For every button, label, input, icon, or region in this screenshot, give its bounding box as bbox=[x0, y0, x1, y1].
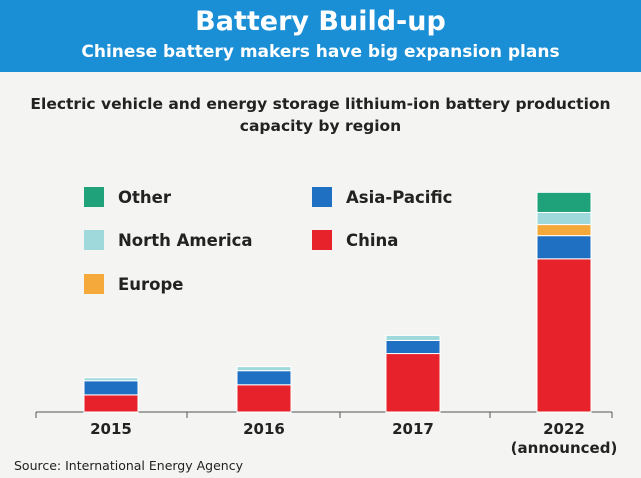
bar-2015-north-america bbox=[83, 377, 139, 382]
x-tick-label: 2022 bbox=[543, 420, 585, 438]
bar-2016-asia-pacific bbox=[236, 370, 292, 386]
chart-title-line-2: capacity by region bbox=[239, 117, 402, 135]
bar-2015-asia-pacific bbox=[83, 380, 139, 396]
chart-subtitle: Chinese battery makers have big expansio… bbox=[81, 42, 560, 62]
chart-title: Electric vehicle and energy storage lith… bbox=[20, 93, 621, 137]
chart-main-title: Battery Build-up bbox=[195, 6, 446, 37]
header-banner: Battery Build-up Chinese battery makers … bbox=[0, 0, 641, 72]
bar-2016-china bbox=[236, 384, 292, 413]
x-tick-label: 2015 bbox=[90, 420, 132, 438]
bar-2015-china bbox=[83, 394, 139, 413]
bar-2017-asia-pacific bbox=[385, 339, 441, 355]
chart-title-line-1: Electric vehicle and energy storage lith… bbox=[30, 95, 611, 113]
x-tick-sublabel: (announced) bbox=[511, 439, 618, 457]
source-note: Source: International Energy Agency bbox=[14, 458, 243, 473]
bar-2022-europe bbox=[536, 224, 592, 237]
x-tick-label: 2016 bbox=[243, 420, 285, 438]
bar-2017-north-america bbox=[385, 334, 441, 341]
bar-2022-other bbox=[536, 191, 592, 213]
bar-2017-china bbox=[385, 353, 441, 413]
bar-2022-asia-pacific bbox=[536, 235, 592, 260]
bar-2022-north-america bbox=[536, 211, 592, 226]
bar-2022-china bbox=[536, 258, 592, 413]
bar-2016-north-america bbox=[236, 366, 292, 372]
x-tick-label: 2017 bbox=[392, 420, 434, 438]
